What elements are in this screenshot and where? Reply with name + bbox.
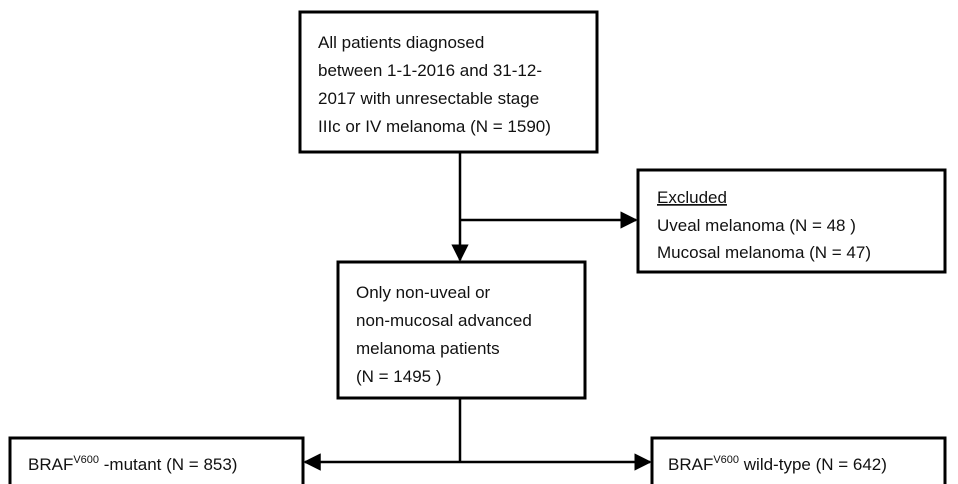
box-text: Uveal melanoma (N = 48 ) [657, 216, 856, 235]
box-all-patients [298, 10, 599, 154]
box-text: Mucosal melanoma (N = 47) [657, 243, 871, 262]
superscript: V600 [73, 454, 99, 466]
box-braf-mutant [8, 436, 305, 484]
box-text: melanoma patients [356, 339, 500, 358]
gene: BRAF [28, 455, 73, 474]
box-text: All patients diagnosed [318, 33, 484, 52]
box-text: between 1-1-2016 and 31-12- [318, 61, 542, 80]
box-text: 2017 with unresectable stage [318, 89, 539, 108]
superscript: V600 [713, 454, 739, 466]
box-braf-wild-type [650, 436, 947, 484]
label: wild-type (N = 642) [739, 455, 887, 474]
box-text: (N = 1495 ) [356, 367, 442, 386]
box-eligible [336, 260, 587, 400]
box-text: Only non-uveal or [356, 283, 491, 302]
gene: BRAF [668, 455, 713, 474]
box-text: IIIc or IV melanoma (N = 1590) [318, 117, 551, 136]
box-text: BRAFV600 -mutant (N = 853) [28, 454, 237, 474]
label: -mutant (N = 853) [99, 455, 237, 474]
box-text: BRAFV600 wild-type (N = 642) [668, 454, 887, 474]
box-text: non-mucosal advanced [356, 311, 532, 330]
box-excluded [636, 168, 947, 274]
box-heading: Excluded [657, 188, 727, 207]
